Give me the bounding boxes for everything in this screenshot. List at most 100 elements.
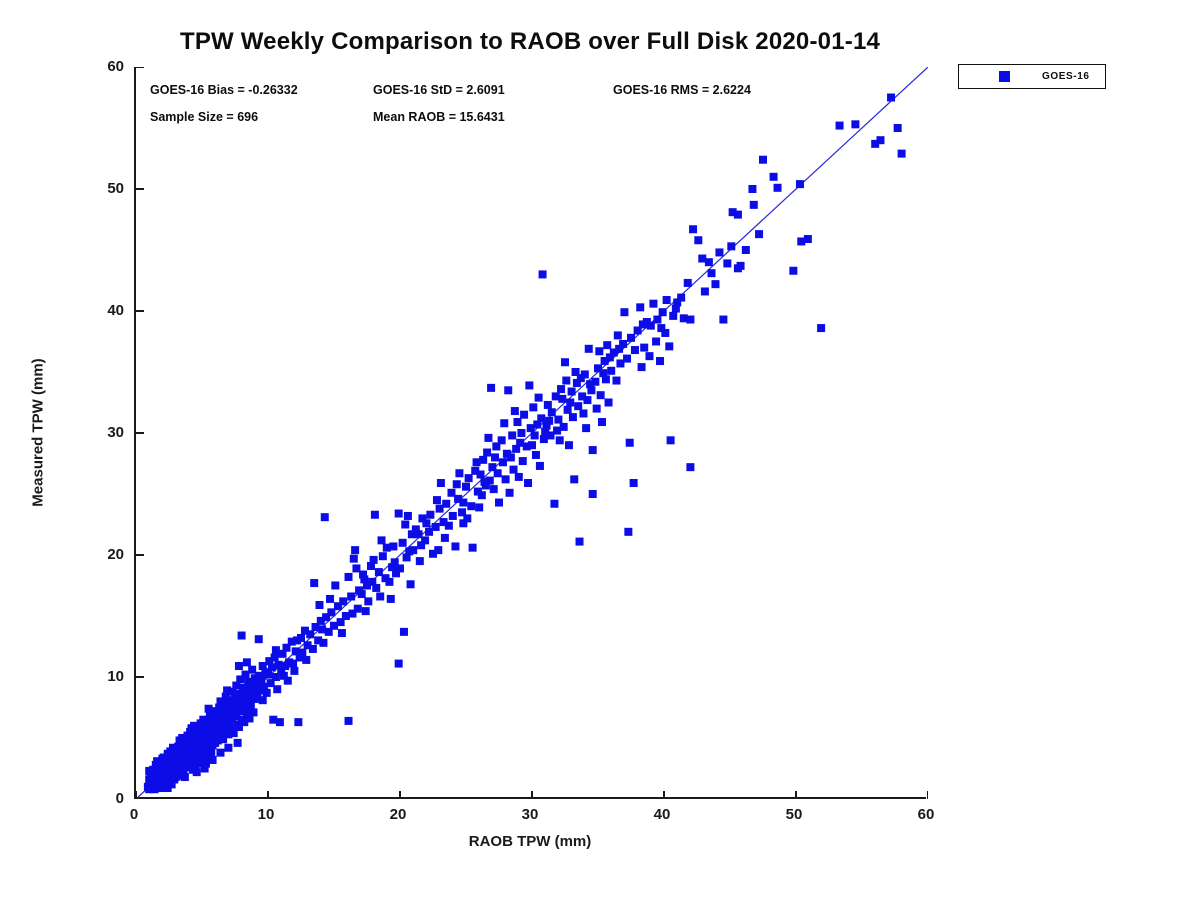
- scatter-point: [571, 368, 580, 376]
- scatter-point: [452, 480, 461, 489]
- scatter-point: [522, 442, 531, 451]
- scatter-point: [624, 527, 633, 536]
- scatter-point: [376, 592, 385, 601]
- scatter-point: [529, 403, 538, 412]
- scatter-point: [755, 230, 764, 239]
- scatter-point: [344, 716, 353, 725]
- scatter-point: [516, 438, 525, 447]
- scatter-point: [531, 450, 540, 459]
- scatter-point: [728, 208, 737, 217]
- scatter-point: [150, 766, 159, 775]
- x-tick-label: 0: [129, 806, 139, 823]
- scatter-point: [324, 627, 333, 636]
- y-tick-label: 50: [107, 180, 124, 197]
- scatter-point: [677, 293, 686, 302]
- scatter-point: [817, 324, 826, 333]
- scatter-point: [633, 326, 642, 335]
- scatter-point: [180, 773, 189, 782]
- scatter-point: [180, 741, 189, 750]
- scatter-point: [179, 766, 188, 775]
- scatter-point: [520, 410, 529, 419]
- scatter-point: [220, 714, 229, 723]
- scatter-point: [698, 254, 707, 263]
- scatter-point: [545, 416, 554, 425]
- scatter-point: [265, 657, 274, 666]
- scatter-point: [147, 777, 156, 786]
- scatter-point: [275, 718, 284, 727]
- scatter-point: [447, 488, 456, 497]
- scatter-point: [415, 557, 424, 566]
- scatter-point: [418, 514, 427, 523]
- scatter-point: [475, 503, 484, 512]
- scatter-point: [769, 172, 778, 181]
- scatter-point: [401, 520, 410, 529]
- scatter-point: [225, 719, 234, 728]
- scatter-point: [311, 622, 320, 631]
- scatter-point: [554, 415, 563, 424]
- scatter-point: [234, 662, 243, 671]
- scatter-point: [485, 476, 494, 485]
- scatter-point: [749, 200, 758, 209]
- scatter-point: [267, 663, 276, 672]
- scatter-point: [174, 754, 183, 763]
- scatter-point: [835, 121, 844, 130]
- scatter-point: [700, 287, 709, 296]
- scatter-point: [553, 426, 562, 435]
- scatter-point: [526, 424, 535, 433]
- scatter-point: [264, 670, 272, 679]
- y-tick-label: 0: [115, 790, 124, 807]
- scatter-point: [513, 418, 522, 427]
- scatter-point: [464, 474, 473, 483]
- scatter-point: [348, 609, 357, 618]
- scatter-point: [270, 653, 279, 662]
- scatter-point: [579, 409, 588, 418]
- scatter-point: [559, 422, 568, 431]
- y-axis-label: Measured TPW (mm): [29, 358, 47, 507]
- scatter-point: [199, 715, 208, 724]
- scatter-point: [190, 743, 199, 752]
- scatter-point: [372, 583, 381, 592]
- scatter-point: [439, 518, 448, 527]
- scatter-point: [671, 304, 680, 313]
- scatter-point: [201, 759, 210, 768]
- scatter-point: [204, 715, 213, 724]
- scatter-point: [294, 718, 303, 727]
- scatter-point: [199, 747, 208, 756]
- scatter-point: [207, 748, 216, 757]
- scatter-point: [484, 433, 493, 442]
- scatter-point: [645, 352, 654, 361]
- scatter-point: [736, 261, 745, 270]
- scatter-point: [225, 696, 234, 705]
- scatter-point: [492, 442, 501, 451]
- scatter-point: [153, 757, 162, 766]
- scatter-point: [558, 394, 567, 403]
- scatter-point: [422, 519, 431, 528]
- scatter-point: [625, 438, 634, 447]
- scatter-point: [595, 347, 604, 356]
- scatter-point: [203, 735, 212, 744]
- scatter-point: [599, 369, 608, 378]
- scatter-point: [204, 704, 213, 713]
- scatter-point: [364, 597, 373, 606]
- scatter-point: [233, 738, 242, 747]
- scatter-point: [546, 431, 555, 440]
- scatter-point: [290, 666, 299, 675]
- scatter-point: [587, 386, 596, 395]
- scatter-point: [396, 564, 404, 573]
- scatter-point: [887, 93, 896, 102]
- scatter-point: [224, 730, 233, 739]
- scatter-point: [289, 659, 298, 668]
- scatter-point: [213, 736, 222, 745]
- scatter-point: [374, 568, 383, 577]
- scatter-point: [249, 686, 258, 695]
- scatter-point: [627, 333, 635, 342]
- scatter-point: [315, 601, 324, 610]
- scatter-point: [298, 648, 307, 657]
- scatter-point: [166, 757, 175, 766]
- scatter-point: [266, 679, 275, 688]
- scatter-point: [377, 536, 386, 545]
- scatter-point: [568, 413, 577, 422]
- scatter-point: [314, 636, 323, 645]
- scatter-point: [707, 269, 716, 278]
- scatter-point: [369, 555, 378, 564]
